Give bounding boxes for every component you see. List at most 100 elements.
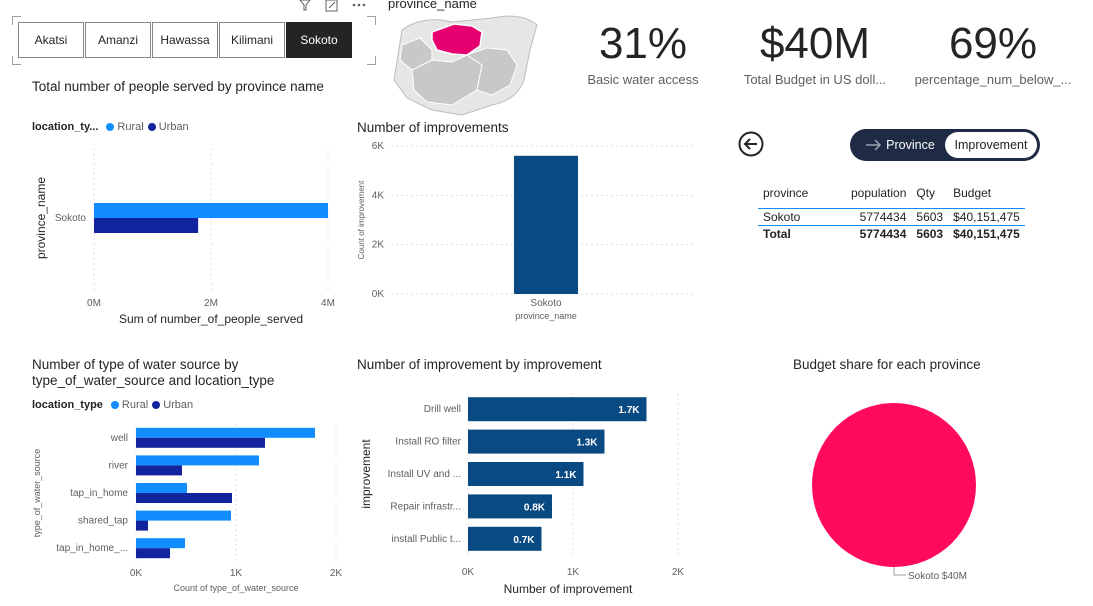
data-label: 1.7K [618, 405, 640, 416]
legend-rural-swatch [110, 401, 119, 409]
bar-improvement[interactable] [468, 397, 647, 422]
slicer-frame-corner [367, 16, 376, 25]
nav-button-province[interactable]: Province [856, 132, 944, 158]
kpi-total-budget-label: Total Budget in US doll... [743, 72, 887, 87]
visual-header-icons [299, 0, 366, 12]
page-navigator: Province Improvement [850, 129, 1040, 161]
x-tick-label: 4M [321, 298, 335, 309]
bar-urban[interactable] [136, 437, 265, 448]
x-axis-title: Count of type_of_water_source [173, 583, 298, 593]
x-axis-title: Number of improvement [504, 582, 633, 596]
data-label: 0.7K [513, 535, 535, 546]
chart-improvement-type-title: Number of improvement by improvement [357, 357, 602, 372]
chart-improvements-title: Number of improvements [357, 120, 509, 135]
pie-data-label: Sokoto $40M [908, 571, 967, 582]
bar-rural[interactable] [136, 455, 259, 466]
legend-urban-swatch [152, 401, 161, 409]
chart-water-source[interactable]: 0K 1K 2K well river tap_in_home shared_tap tap_… [28, 418, 358, 604]
table-header-qty[interactable]: Qty [911, 183, 949, 209]
y-tick-label: 4K [372, 190, 385, 201]
focus-mode-icon[interactable] [325, 0, 338, 12]
bar-sokoto[interactable] [514, 155, 578, 294]
x-tick-label: 2K [672, 567, 685, 578]
table-cell: 5603 [911, 225, 949, 242]
bar-improvement[interactable] [468, 526, 542, 551]
y-tick-label: shared_tap [78, 516, 128, 527]
y-tick-label: Install RO filter [395, 437, 461, 448]
legend-title: location_type [32, 399, 103, 411]
kpi-basic-water-access-value: 31% [598, 19, 688, 68]
slicer-item-akatsi[interactable]: Akatsi [18, 22, 84, 58]
pie-slice-sokoto[interactable] [812, 403, 976, 567]
back-arrow-icon[interactable] [738, 131, 764, 157]
y-tick-label: 6K [372, 141, 385, 152]
y-axis-title: type_of_water_source [32, 449, 42, 538]
bar-rural[interactable] [136, 538, 185, 549]
y-tick-label: Install UV and ... [388, 469, 461, 480]
chart-budget-share[interactable]: Sokoto $40M [790, 385, 1020, 595]
slicer-item-amanzi[interactable]: Amanzi [85, 22, 151, 58]
y-tick-label: well [110, 433, 128, 444]
table-row[interactable]: Sokoto 5774434 5603 $40,151,475 [758, 209, 1025, 226]
bar-improvement[interactable] [468, 494, 552, 519]
arrow-right-icon [866, 139, 882, 151]
bar-urban[interactable] [136, 548, 170, 559]
province-slicer: Akatsi Amanzi Hawassa Kilimani Sokoto [18, 22, 353, 58]
table-total-row: Total 5774434 5603 $40,151,475 [758, 225, 1025, 242]
province-table: province population Qty Budget Sokoto 57… [758, 183, 1025, 242]
y-tick-label: Sokoto [55, 213, 87, 224]
kpi-total-budget-value: $40M [759, 19, 871, 68]
map-region-sokoto[interactable] [431, 23, 483, 56]
table-header-province[interactable]: province [758, 183, 846, 209]
bar-rural[interactable] [94, 203, 328, 218]
table-cell: 5774434 [859, 210, 907, 224]
slicer-item-kilimani[interactable]: Kilimani [219, 22, 285, 58]
bar-urban[interactable] [94, 218, 199, 233]
chart-improvements[interactable]: 0K 2K 4K 6K Sokoto province_name Count of impr… [355, 138, 700, 328]
legend-rural-label[interactable]: Rural [117, 121, 144, 133]
y-axis-title: Count of improvement [357, 180, 366, 259]
bar-improvement[interactable] [468, 429, 605, 454]
y-tick-label: tap_in_home_... [56, 543, 128, 554]
province-map[interactable] [392, 10, 542, 120]
bar-improvement[interactable] [468, 462, 584, 486]
x-tick-label: Sokoto [530, 298, 562, 309]
bar-urban[interactable] [136, 465, 182, 476]
chart-people-served-title: Total number of people served by provinc… [32, 79, 324, 94]
nav-button-province-label: Province [886, 138, 935, 152]
bar-rural[interactable] [136, 427, 315, 438]
chart-water-source-legend: location_type Rural Urban [32, 399, 193, 411]
y-tick-label: Repair infrastr... [390, 501, 461, 512]
table-header-budget[interactable]: Budget [948, 183, 1025, 209]
slicer-frame-corner [367, 56, 376, 65]
legend-urban-label[interactable]: Urban [163, 399, 194, 411]
map-title: province_name [388, 0, 477, 11]
chart-improvement-type[interactable]: 0K 1K 2K 1.7K Drill well 1.3K Install RO filte… [355, 385, 700, 604]
map-region[interactable] [465, 47, 518, 96]
more-options-icon[interactable] [352, 3, 366, 7]
legend-rural-label[interactable]: Rural [121, 399, 149, 411]
table-header-population[interactable]: population [846, 183, 912, 209]
bar-urban[interactable] [136, 493, 232, 503]
table-cell: $40,151,475 [948, 225, 1025, 242]
y-tick-label: 0K [372, 289, 385, 300]
filter-icon[interactable] [299, 0, 311, 11]
legend-rural-swatch [106, 123, 115, 131]
chart-water-source-title: Number of type of water source by type_o… [32, 357, 275, 388]
map-region[interactable] [399, 37, 433, 71]
slicer-item-hawassa[interactable]: Hawassa [152, 22, 218, 58]
table-cell: 5603 [916, 210, 944, 224]
x-tick-label: 0M [87, 298, 101, 309]
table-cell: 5774434 [846, 225, 912, 242]
table-cell: Sokoto [763, 210, 801, 224]
bar-urban[interactable] [136, 520, 148, 531]
kpi-percentage-below-value: 69% [948, 19, 1038, 68]
x-tick-label: 2M [204, 298, 218, 309]
x-tick-label: 1K [567, 567, 580, 578]
chart-people-served[interactable]: 0M 2M 4M Sokoto Sum of number_of_people_serv… [28, 140, 348, 330]
bar-rural[interactable] [136, 510, 231, 521]
bar-rural[interactable] [136, 483, 187, 493]
nav-button-improvement[interactable]: Improvement [945, 132, 1037, 158]
slicer-item-sokoto[interactable]: Sokoto [286, 22, 352, 58]
legend-urban-label[interactable]: Urban [158, 121, 189, 133]
